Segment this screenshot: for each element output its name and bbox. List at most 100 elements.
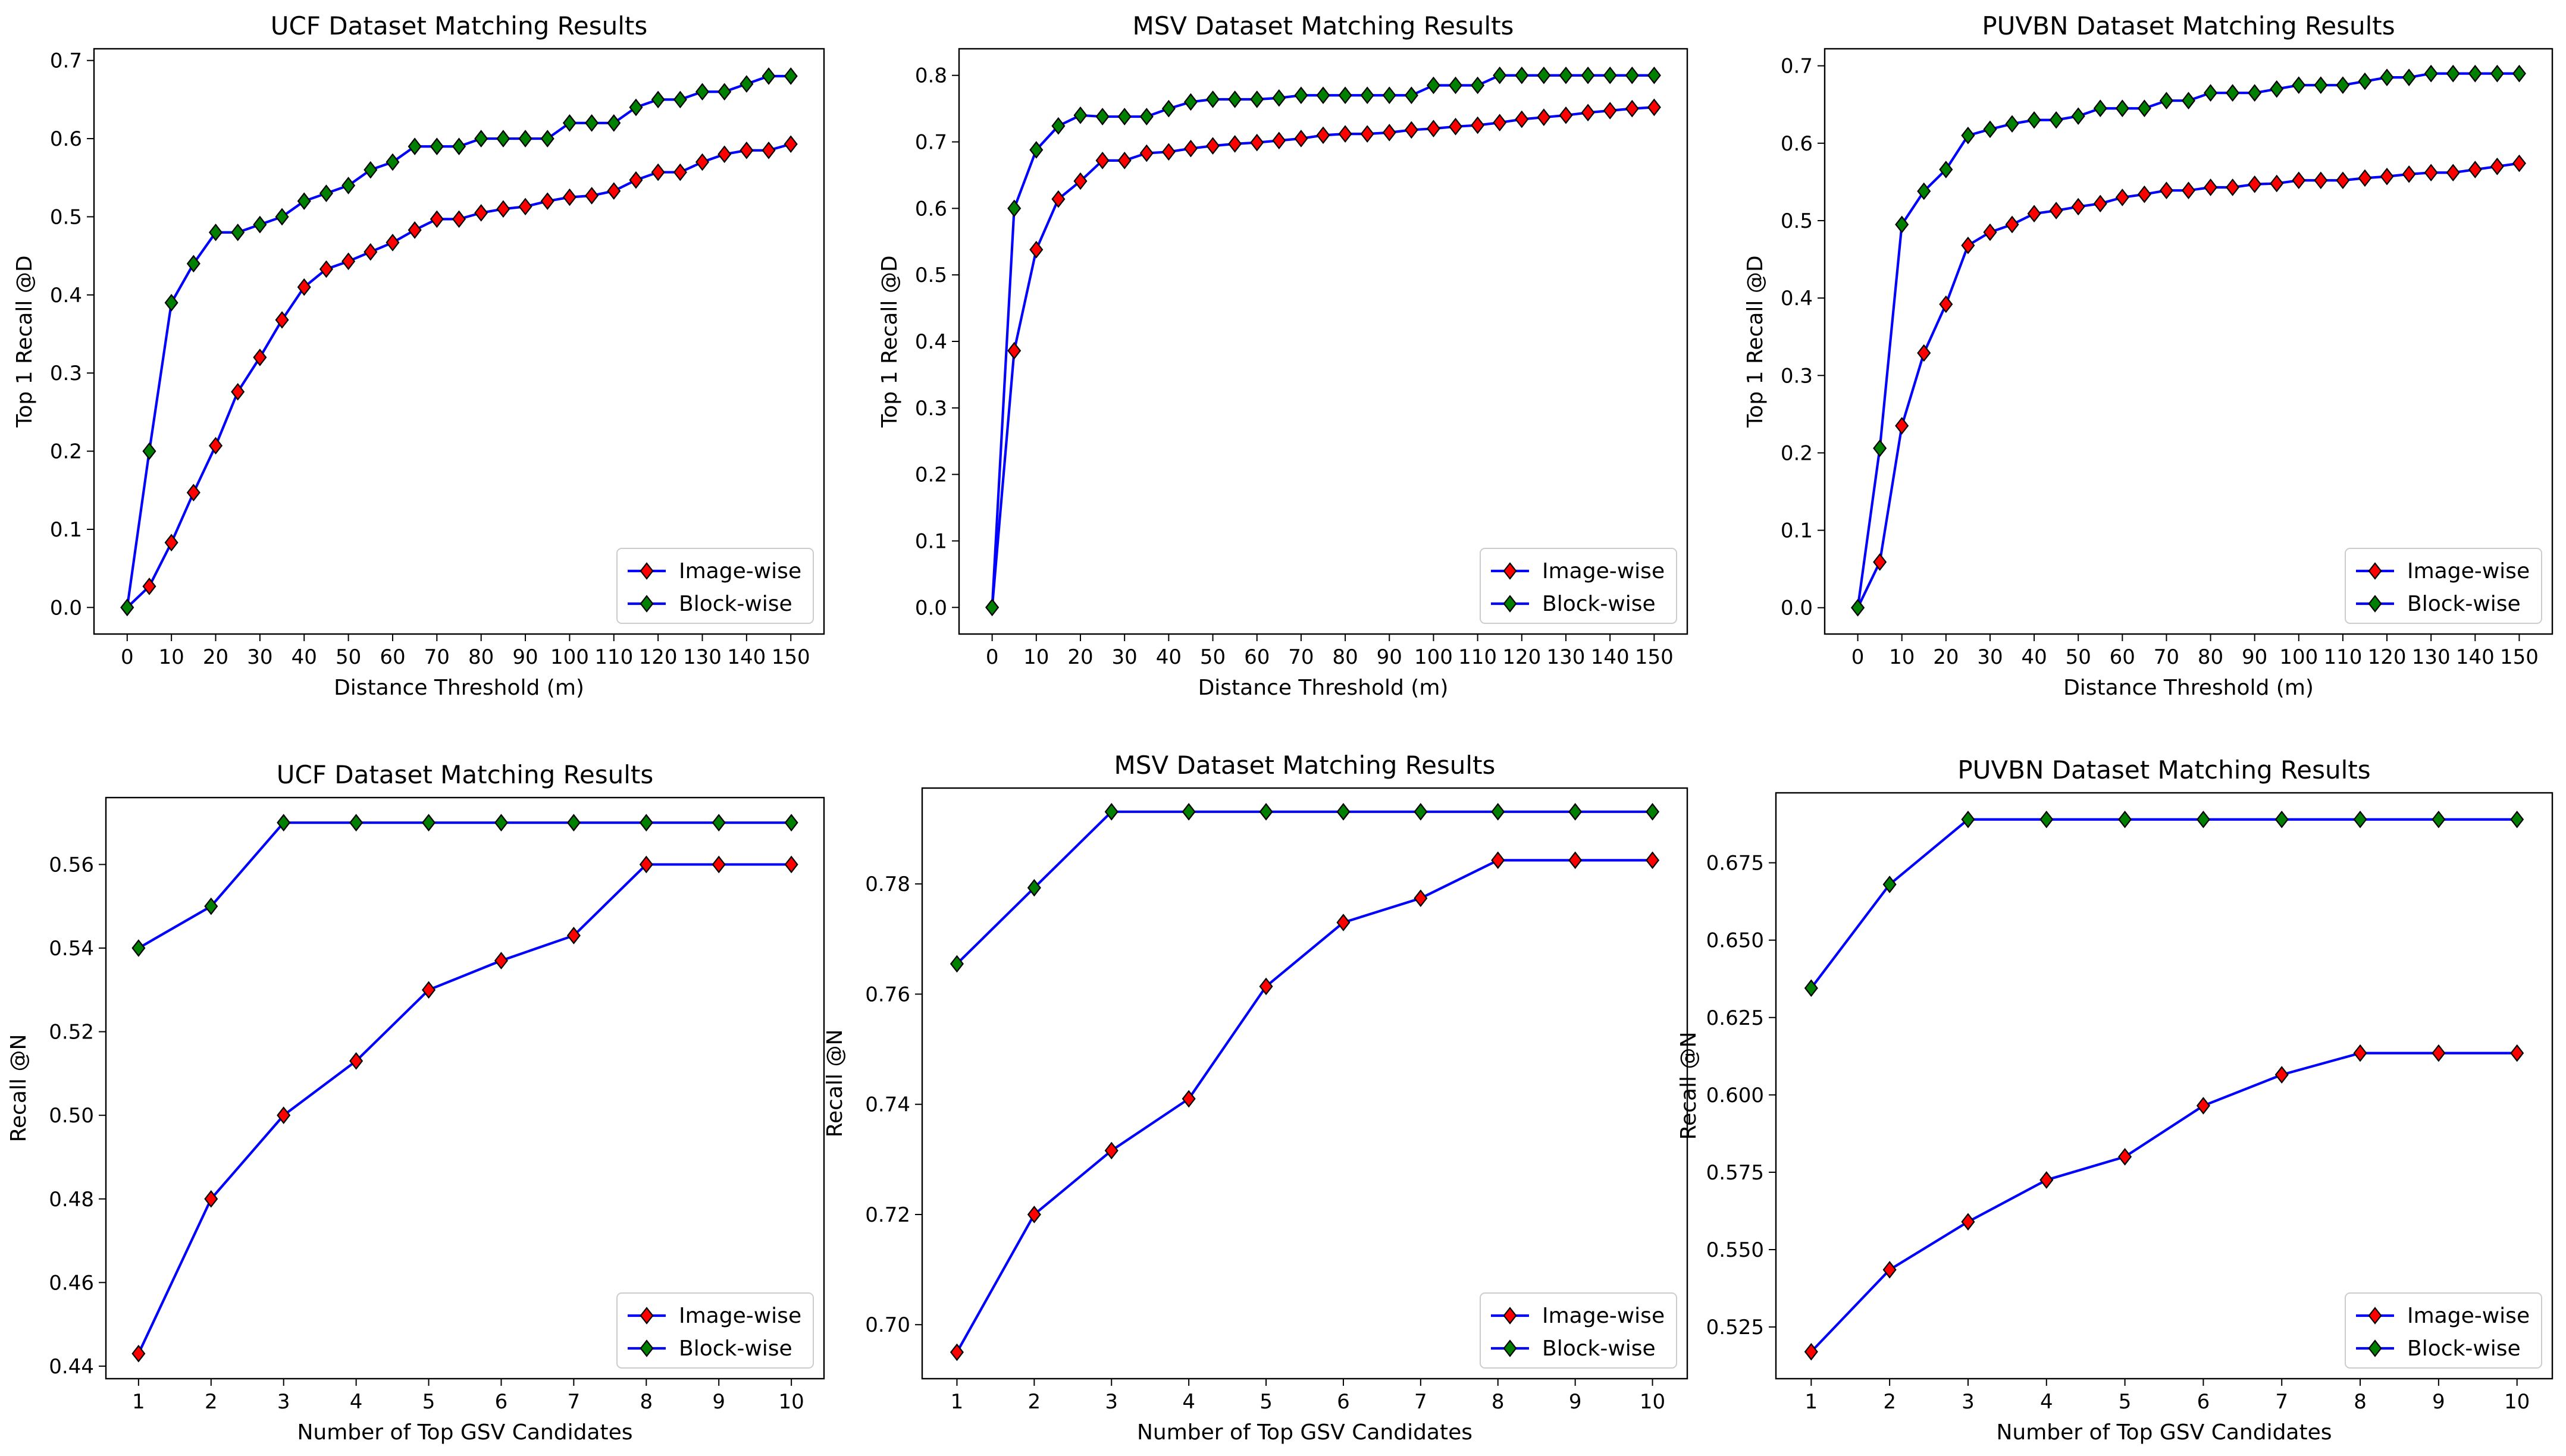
data-point <box>231 223 245 241</box>
data-point <box>186 484 200 501</box>
data-point <box>1581 103 1595 122</box>
y-axis-label: Recall @N <box>1677 1032 1701 1140</box>
data-point <box>1117 108 1132 125</box>
data-point <box>540 130 554 148</box>
data-point <box>2196 810 2210 829</box>
data-point <box>422 814 436 831</box>
subplot-6: PUVBN Dataset Matching Results 1 2 3 4 5 6 7 8 9 1… <box>1677 755 2554 1445</box>
data-point <box>1338 86 1352 105</box>
data-point <box>2292 76 2306 94</box>
data-point <box>784 814 798 831</box>
x-tick-label: 0 <box>986 645 999 669</box>
data-point <box>1625 99 1639 118</box>
y-tick-label: 0.76 <box>865 983 910 1006</box>
data-point <box>2071 107 2085 125</box>
y-tick-label: 0.5 <box>915 263 947 287</box>
data-point <box>131 939 146 957</box>
y-tick-label: 0.525 <box>1706 1316 1764 1339</box>
y-tick-label: 0.0 <box>1781 597 1813 620</box>
data-point <box>1027 1206 1041 1223</box>
data-point <box>496 200 510 218</box>
data-point <box>1360 125 1374 143</box>
data-point <box>2336 171 2350 190</box>
data-point <box>386 153 400 171</box>
y-tick-label: 0.600 <box>1706 1084 1764 1107</box>
legend-label: Block-wise <box>1542 1336 1656 1361</box>
data-point <box>1029 141 1044 159</box>
data-point <box>1647 66 1661 84</box>
data-point <box>2196 1097 2210 1115</box>
data-point <box>740 141 754 159</box>
data-point <box>253 349 267 366</box>
y-tick-label: 0.48 <box>49 1188 94 1212</box>
data-point <box>2446 64 2460 83</box>
data-point <box>1382 124 1396 142</box>
data-point <box>131 1345 146 1363</box>
x-tick-label: 110 <box>594 645 633 669</box>
axes-frame <box>958 48 1688 635</box>
data-point <box>208 223 223 241</box>
x-tick-label: 50 <box>1200 645 1226 669</box>
subplot-1: UCF Dataset Matching Results 0 10 20 30 40 50 6… <box>12 11 825 700</box>
data-point <box>1625 66 1639 84</box>
x-tick-label: 10 <box>779 1390 804 1414</box>
data-point <box>1161 99 1176 118</box>
x-tick-label: 30 <box>247 645 272 669</box>
data-point <box>566 927 581 944</box>
data-point <box>1117 152 1132 170</box>
series-line <box>1810 818 2517 989</box>
data-point <box>349 1052 364 1070</box>
data-point <box>2512 154 2526 172</box>
x-tick-label: 0 <box>1851 645 1865 669</box>
data-point <box>2248 175 2262 193</box>
data-point <box>1515 66 1529 84</box>
data-point <box>712 814 726 831</box>
data-point <box>1426 76 1440 95</box>
data-point <box>2292 171 2306 190</box>
series-line <box>126 74 791 608</box>
data-point <box>2039 810 2054 829</box>
data-point <box>297 278 311 296</box>
y-tick-label: 0.5 <box>50 205 82 229</box>
data-point <box>2005 115 2019 133</box>
x-axis-label: Number of Top GSV Candidates <box>297 1420 632 1445</box>
data-point <box>1336 914 1351 931</box>
x-tick-label: 130 <box>683 645 722 669</box>
data-point <box>142 442 156 460</box>
data-point <box>718 145 732 164</box>
legend: Image-wise Block-wise <box>2345 548 2542 624</box>
x-tick-label: 2 <box>205 1390 218 1414</box>
chart-title: MSV Dataset Matching Results <box>1133 11 1514 40</box>
data-point <box>1646 803 1660 821</box>
data-point <box>1568 851 1583 870</box>
data-point <box>1426 120 1440 137</box>
data-point <box>1804 1342 1818 1361</box>
data-point <box>2490 158 2504 175</box>
data-point <box>1559 66 1573 84</box>
data-point <box>430 210 444 228</box>
data-point <box>2490 64 2504 83</box>
data-point <box>1183 93 1198 111</box>
x-tick-label: 10 <box>1640 1390 1665 1414</box>
data-point <box>2314 171 2328 190</box>
data-point <box>1051 117 1066 135</box>
data-point <box>673 163 687 181</box>
data-point <box>364 161 378 179</box>
x-tick-label: 7 <box>2275 1390 2288 1414</box>
legend-marker <box>640 1339 654 1357</box>
data-point <box>2468 161 2482 178</box>
series-image-wise <box>1851 154 2526 617</box>
data-point <box>1250 90 1264 108</box>
data-point <box>2432 810 2446 829</box>
series-block-wise <box>950 803 1660 973</box>
legend: Image-wise Block-wise <box>616 548 814 624</box>
y-tick-label: 0.4 <box>915 330 947 354</box>
series-image-wise <box>120 135 798 617</box>
data-point <box>651 90 665 109</box>
x-axis-label: Number of Top GSV Candidates <box>1137 1420 1472 1445</box>
y-tick-label: 0.44 <box>49 1355 94 1379</box>
legend-marker <box>2368 562 2382 580</box>
data-point <box>540 192 554 210</box>
data-point <box>474 130 488 148</box>
chart-title: UCF Dataset Matching Results <box>271 11 648 40</box>
